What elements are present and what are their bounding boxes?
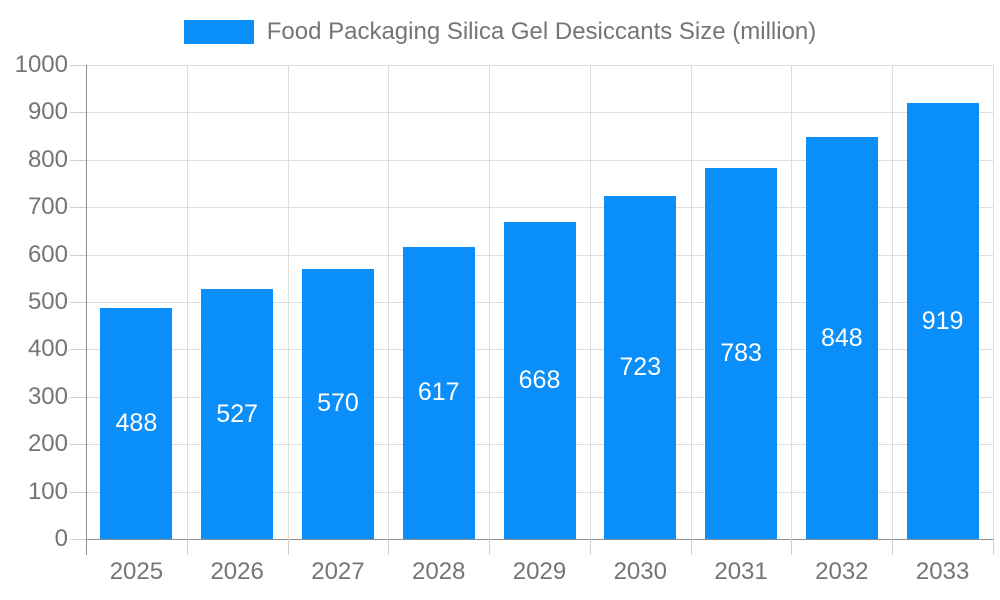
x-axis-tick bbox=[489, 539, 491, 555]
y-axis-tick bbox=[70, 539, 86, 540]
x-axis-label-2026: 2026 bbox=[210, 558, 264, 585]
legend-item[interactable]: Food Packaging Silica Gel Desiccants Siz… bbox=[0, 17, 1000, 47]
bar-2028: 617 bbox=[402, 246, 475, 539]
x-axis-tick bbox=[690, 539, 692, 555]
y-axis-tick bbox=[70, 207, 86, 209]
y-axis-label-600: 600 bbox=[27, 240, 68, 268]
gridline bbox=[287, 65, 289, 539]
x-axis-label-2031: 2031 bbox=[714, 558, 768, 585]
bar-2029: 668 bbox=[503, 222, 576, 539]
y-axis-tick bbox=[70, 491, 86, 493]
y-axis-label-200: 200 bbox=[27, 430, 68, 458]
x-axis-tick bbox=[388, 539, 390, 555]
y-axis-label-0: 0 bbox=[54, 525, 68, 552]
bar-value-label: 919 bbox=[921, 306, 964, 335]
gridline bbox=[86, 112, 993, 114]
x-axis-tick bbox=[993, 539, 994, 555]
x-axis-label-2032: 2032 bbox=[815, 558, 869, 585]
bar-value-label: 783 bbox=[720, 338, 762, 367]
x-axis-tick bbox=[589, 539, 591, 555]
x-axis-label-2033: 2033 bbox=[915, 558, 970, 585]
bar-2032: 848 bbox=[805, 137, 878, 539]
gridline bbox=[589, 65, 591, 539]
gridline bbox=[86, 159, 993, 161]
y-axis-label-500: 500 bbox=[27, 288, 68, 315]
x-axis-label-2027: 2027 bbox=[311, 558, 365, 585]
y-axis-tick bbox=[70, 349, 86, 351]
gridline bbox=[388, 65, 390, 539]
bar-2031: 783 bbox=[705, 167, 778, 539]
x-axis-tick bbox=[791, 539, 793, 555]
y-axis-label-400: 400 bbox=[27, 335, 68, 363]
bar-value-label: 488 bbox=[115, 408, 158, 437]
legend-swatch-icon bbox=[183, 20, 254, 44]
bar-2025: 488 bbox=[100, 307, 173, 539]
x-axis-tick bbox=[186, 539, 188, 555]
y-axis-tick bbox=[70, 112, 86, 114]
x-axis-tick bbox=[892, 539, 894, 555]
bar-value-label: 668 bbox=[518, 366, 561, 395]
y-axis-tick bbox=[70, 396, 86, 398]
y-axis-line bbox=[86, 65, 87, 555]
bar-value-label: 723 bbox=[619, 353, 662, 382]
y-axis-label-700: 700 bbox=[27, 193, 68, 221]
x-axis-label-2029: 2029 bbox=[512, 558, 567, 585]
y-axis-tick bbox=[70, 65, 86, 66]
x-axis-label-2030: 2030 bbox=[613, 558, 667, 585]
y-axis-tick bbox=[70, 444, 86, 446]
x-axis-line bbox=[86, 539, 993, 540]
y-axis-label-800: 800 bbox=[27, 145, 68, 173]
y-axis-tick bbox=[70, 302, 86, 303]
y-axis-tick bbox=[70, 254, 86, 256]
x-axis-tick bbox=[287, 539, 289, 555]
gridline bbox=[86, 65, 993, 66]
gridline bbox=[186, 65, 188, 539]
bar-2033: 919 bbox=[906, 103, 979, 539]
gridline bbox=[791, 65, 793, 539]
y-axis-tick bbox=[70, 159, 86, 161]
y-axis-label-300: 300 bbox=[27, 382, 68, 410]
y-axis-label-900: 900 bbox=[27, 98, 68, 126]
y-axis-label-1000: 1000 bbox=[14, 51, 68, 78]
gridline bbox=[489, 65, 491, 539]
x-axis-label-2028: 2028 bbox=[412, 558, 466, 585]
bar-value-label: 617 bbox=[417, 378, 460, 407]
bar-value-label: 570 bbox=[317, 389, 359, 418]
gridline bbox=[690, 65, 692, 539]
gridline bbox=[892, 65, 894, 539]
gridline bbox=[86, 207, 993, 209]
gridline bbox=[993, 65, 994, 539]
bar-2030: 723 bbox=[604, 196, 677, 539]
bar-value-label: 848 bbox=[820, 323, 863, 352]
x-axis-label-2025: 2025 bbox=[109, 558, 164, 585]
bar-value-label: 527 bbox=[216, 399, 259, 428]
bar-2027: 570 bbox=[301, 268, 374, 539]
legend-label: Food Packaging Silica Gel Desiccants Siz… bbox=[266, 18, 817, 45]
y-axis-label-100: 100 bbox=[27, 477, 68, 505]
bar-2026: 527 bbox=[201, 289, 274, 539]
